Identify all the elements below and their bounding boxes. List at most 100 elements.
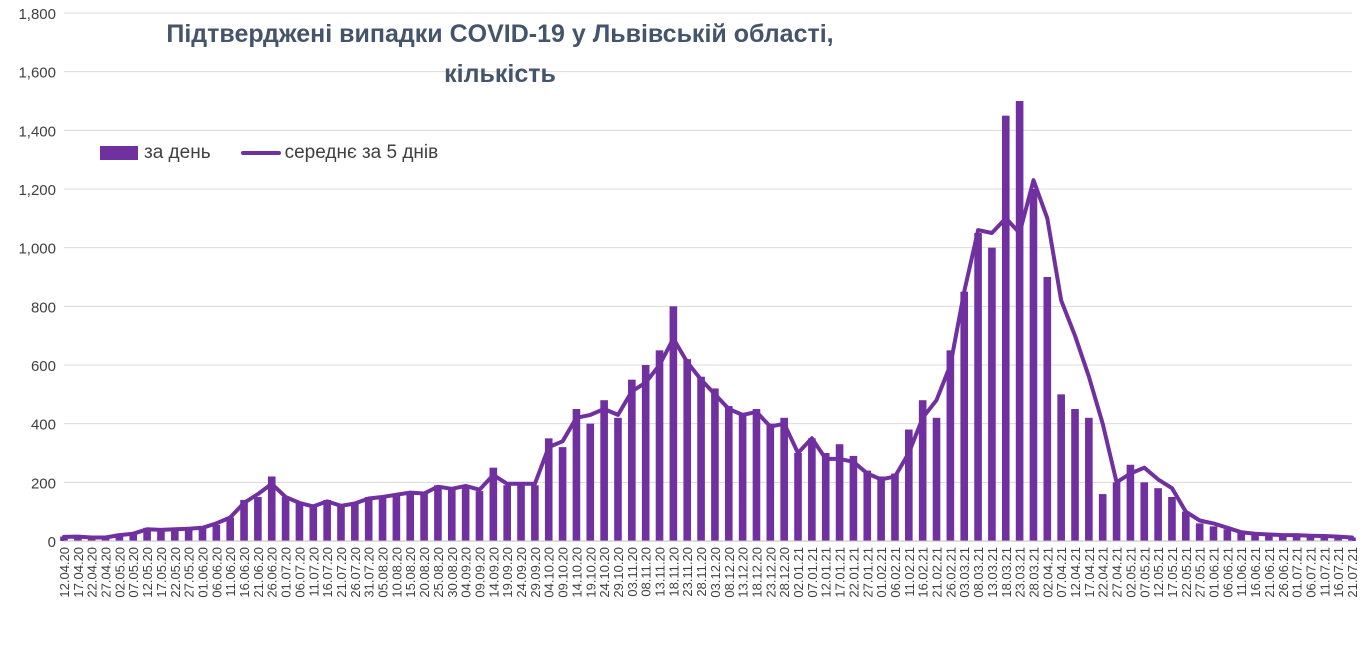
y-tick-label: 200: [31, 475, 56, 492]
x-tick-label: 21.06.20: [251, 547, 266, 598]
x-tick-label: 14.09.20: [486, 547, 501, 598]
bar: [738, 414, 747, 541]
legend-entry-average: середнє за 5 днів: [240, 142, 438, 164]
y-tick-label: 1,800: [18, 6, 56, 23]
x-tick-label: 29.10.20: [611, 547, 626, 598]
x-tick-label: 01.06.21: [1207, 547, 1222, 598]
bar: [849, 455, 858, 541]
x-tick-label: 22.04.20: [85, 547, 100, 598]
x-tick-label: 22.01.21: [846, 547, 861, 598]
x-tick-label: 16.06.20: [237, 547, 252, 598]
x-tick-label: 23.11.20: [680, 547, 695, 597]
x-tick-label: 02.05.20: [112, 547, 127, 598]
bar: [281, 497, 290, 541]
bar: [960, 291, 969, 541]
bar: [877, 476, 885, 541]
x-tick-label: 13.11.20: [653, 547, 668, 597]
bar: [157, 530, 165, 541]
x-tick-label: 21.06.21: [1262, 547, 1277, 598]
bar: [378, 497, 387, 541]
x-tick-label: 18.03.21: [999, 547, 1014, 598]
x-tick-label: 11.06.20: [223, 547, 238, 597]
bar: [1154, 488, 1162, 541]
bar: [974, 233, 982, 541]
bar: [1320, 535, 1329, 541]
bar: [101, 538, 110, 541]
bar: [905, 429, 913, 541]
bar: [932, 417, 941, 541]
bar: [489, 467, 498, 541]
bar: [544, 438, 553, 541]
x-tick-label: 16.07.21: [1331, 547, 1346, 598]
bar: [600, 400, 608, 541]
x-tick-label: 15.08.20: [403, 547, 418, 598]
x-tick-label: 01.06.20: [196, 547, 211, 598]
x-tick-label: 26.06.21: [1276, 547, 1291, 598]
x-tick-label: 27.05.20: [182, 547, 197, 598]
legend-label-daily: за день: [144, 142, 211, 163]
y-tick-label: 1,200: [18, 182, 56, 199]
x-tick-label: 06.06.20: [209, 547, 224, 598]
x-tick-label: 13.12.20: [736, 547, 751, 598]
bar: [1015, 101, 1024, 541]
y-tick-label: 800: [31, 299, 56, 316]
bar: [835, 444, 844, 541]
x-tick-label: 04.09.20: [459, 547, 474, 598]
x-tick-label: 08.03.21: [971, 547, 986, 598]
x-tick-label: 05.08.20: [376, 547, 391, 598]
x-tick-label: 20.08.20: [417, 547, 432, 598]
bar: [447, 488, 456, 541]
x-tick-label: 01.07.20: [279, 547, 294, 598]
bar: [1029, 189, 1038, 541]
x-tick-label: 09.10.20: [556, 547, 571, 598]
x-tick-label: 03.11.20: [625, 547, 640, 597]
bar: [531, 485, 539, 541]
x-tick-label: 11.06.21: [1234, 547, 1249, 597]
chart-title-line-1: Підтверджені випадки COVID-19 у Львівськ…: [166, 20, 834, 48]
bar: [503, 485, 511, 541]
x-tick-label: 06.06.21: [1220, 547, 1235, 598]
x-tick-label: 19.09.20: [500, 547, 515, 598]
x-tick-label: 27.04.21: [1110, 547, 1125, 598]
bar: [863, 470, 872, 541]
x-tick-label: 09.09.20: [473, 547, 488, 598]
x-tick-label: 12.01.21: [819, 547, 834, 598]
bar: [1098, 494, 1107, 541]
chart-title: Підтверджені випадки COVID-19 у Львівськ…: [60, 14, 940, 94]
legend-swatch-line: [240, 151, 281, 155]
x-tick-label: 16.07.20: [320, 547, 335, 598]
x-tick-label: 19.10.20: [583, 547, 598, 598]
legend-entry-daily: за день: [100, 142, 211, 164]
x-tick-label: 28.11.20: [694, 547, 709, 597]
line-series: [62, 178, 1354, 540]
x-tick-label: 31.07.20: [362, 547, 377, 598]
x-tick-label: 18.11.20: [666, 547, 681, 597]
x-tick-label: 14.10.20: [569, 547, 584, 598]
y-tick-label: 1,600: [18, 65, 56, 82]
bar: [1306, 536, 1315, 541]
x-tick-label: 04.10.20: [542, 547, 557, 598]
x-tick-label: 12.05.20: [140, 547, 155, 598]
x-tick-label: 17.05.20: [154, 547, 169, 598]
bar: [267, 476, 276, 541]
x-tick-label: 21.07.20: [334, 547, 349, 598]
gridlines: [64, 12, 1352, 483]
bar: [240, 499, 248, 541]
x-tick-label: 07.05.20: [126, 547, 141, 598]
x-tick-label: 11.07.21: [1317, 547, 1332, 597]
x-tick-label: 17.04.20: [71, 547, 86, 598]
bar: [392, 494, 401, 541]
x-tick-label: 29.09.20: [528, 547, 543, 598]
bar: [212, 524, 221, 541]
x-tick-label: 26.06.20: [265, 547, 280, 598]
x-tick-label: 02.05.21: [1123, 547, 1138, 598]
bar: [794, 453, 802, 541]
bar: [1251, 532, 1259, 541]
bar: [434, 485, 442, 541]
bar: [170, 529, 179, 541]
x-tick-label: 23.03.21: [1013, 547, 1028, 598]
bar: [558, 447, 567, 541]
bar: [351, 502, 359, 541]
x-tick-label: 24.10.20: [597, 547, 612, 598]
